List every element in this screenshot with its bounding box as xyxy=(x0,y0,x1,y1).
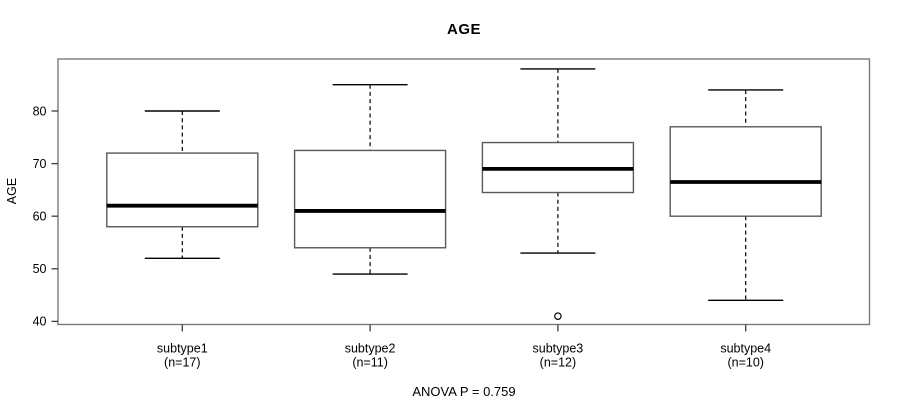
group-label: subtype3 xyxy=(533,342,584,356)
y-tick-label: 50 xyxy=(33,262,47,276)
iqr-box xyxy=(293,149,447,249)
outlier-point xyxy=(554,312,562,320)
group-label: subtype2 xyxy=(345,342,396,356)
y-tick-label: 60 xyxy=(33,210,47,224)
group-n-label: (n=17) xyxy=(164,356,200,370)
group-label: subtype1 xyxy=(157,342,208,356)
group-n-label: (n=10) xyxy=(727,356,763,370)
anova-annotation: ANOVA P = 0.759 xyxy=(412,384,516,399)
iqr-box xyxy=(106,152,259,228)
group-n-label: (n=11) xyxy=(352,356,388,370)
group-n-label: (n=12) xyxy=(540,356,576,370)
y-tick-label: 40 xyxy=(33,315,47,329)
chart-title: AGE xyxy=(446,21,481,38)
iqr-box xyxy=(669,126,822,217)
y-tick-label: 70 xyxy=(33,157,47,171)
y-tick-label: 80 xyxy=(33,104,47,118)
group-label: subtype4 xyxy=(720,342,771,356)
plot-frame xyxy=(57,58,871,326)
